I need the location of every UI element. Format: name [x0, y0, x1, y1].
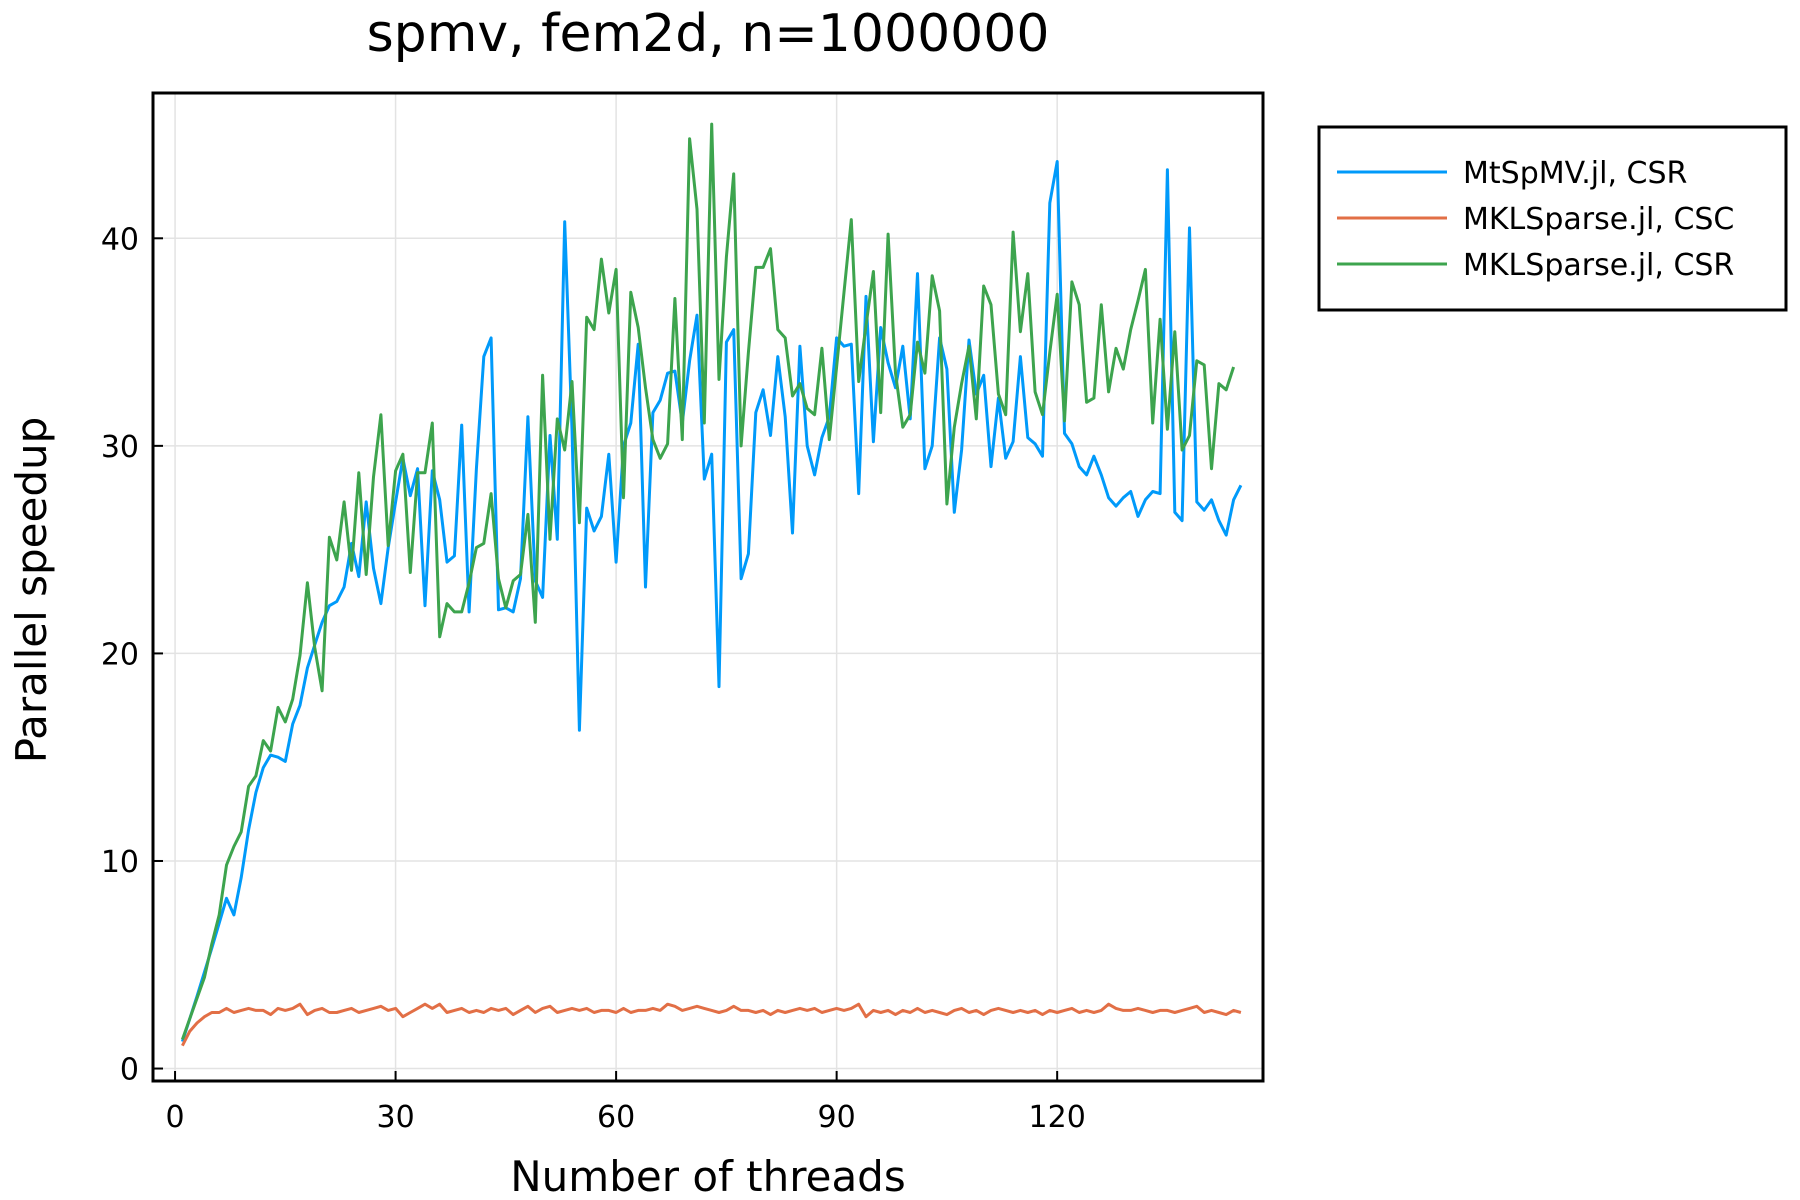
legend-label: MKLSparse.jl, CSC	[1463, 202, 1734, 237]
y-tick-label: 40	[101, 222, 139, 257]
x-tick-label: 60	[597, 1100, 635, 1135]
y-tick-label: 20	[101, 637, 139, 672]
plot-area-frame	[151, 91, 1265, 1083]
y-tick-label: 10	[101, 845, 139, 880]
series-line-0	[180, 160, 1243, 1043]
y-axis-label: Parallel speedup	[7, 417, 56, 764]
x-axis-label: Number of threads	[510, 1152, 905, 1200]
x-tick-label: 0	[166, 1100, 185, 1135]
legend: MtSpMV.jl, CSR MKLSparse.jl, CSC MKLSparse…	[1317, 125, 1788, 312]
x-tick-label: 30	[376, 1100, 414, 1135]
chart-title: spmv, fem2d, n=1000000	[367, 4, 1050, 64]
grid-lines	[153, 93, 1263, 1081]
series-line-1	[181, 1002, 1242, 1047]
series-layer	[180, 122, 1243, 1047]
legend-label: MtSpMV.jl, CSR	[1463, 156, 1687, 191]
x-tick-label: 120	[1029, 1100, 1086, 1135]
x-tick-label: 90	[818, 1100, 856, 1135]
y-tick-label: 0	[120, 1053, 139, 1088]
axis-ticks: 0 30 60 90 120 0 10 20 30 40	[101, 222, 1086, 1135]
y-tick-label: 30	[101, 430, 139, 465]
legend-label: MKLSparse.jl, CSR	[1463, 248, 1734, 283]
series-line-2	[180, 122, 1236, 1041]
